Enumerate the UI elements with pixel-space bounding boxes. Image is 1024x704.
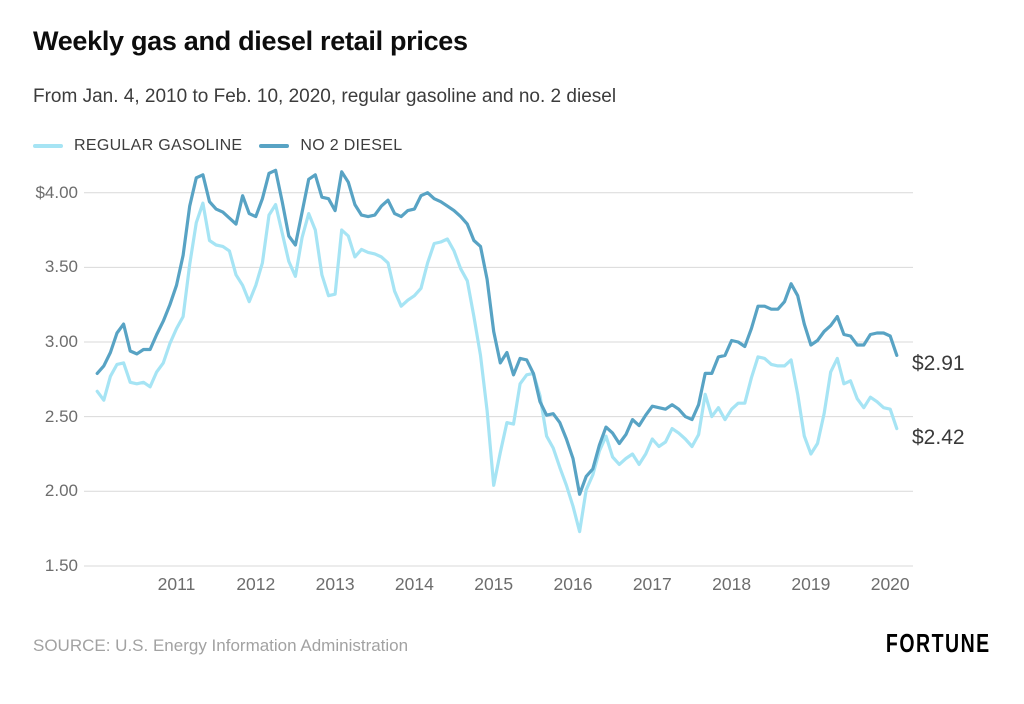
y-tick-label: 2.50 — [44, 406, 78, 426]
chart-legend: REGULAR GASOLINE NO 2 DIESEL — [33, 134, 402, 158]
x-tick-label: 2011 — [157, 574, 196, 594]
x-tick-label: 2017 — [632, 574, 672, 594]
y-tick-label: $4.00 — [35, 182, 78, 202]
legend-label: NO 2 DIESEL — [300, 137, 403, 154]
fortune-logo: FORTUNE — [886, 628, 991, 658]
legend-swatch-icon — [33, 144, 63, 148]
y-tick-label: 3.50 — [44, 257, 78, 277]
x-tick-label: 2019 — [791, 574, 831, 594]
x-tick-label: 2012 — [236, 574, 276, 594]
x-tick-label: 2020 — [870, 574, 910, 594]
legend-label: REGULAR GASOLINE — [74, 137, 243, 154]
series-line-regular-gasoline — [95, 201, 899, 534]
y-tick-label: 1.50 — [44, 555, 78, 575]
legend-item: NO 2 DIESEL — [259, 137, 402, 155]
x-tick-label: 2015 — [474, 574, 514, 594]
chart-subtitle: From Jan. 4, 2010 to Feb. 10, 2020, regu… — [33, 86, 617, 107]
end-label-no-2-diesel: $2.91 — [912, 352, 965, 376]
end-label-regular-gasoline: $2.42 — [912, 425, 965, 449]
series-line-no-2-diesel — [95, 168, 899, 496]
x-tick-label: 2014 — [394, 574, 434, 594]
source-credit: SOURCE: U.S. Energy Information Administ… — [33, 636, 409, 655]
legend-swatch-icon — [259, 144, 290, 148]
legend-item: REGULAR GASOLINE — [33, 137, 242, 155]
x-tick-label: 2016 — [553, 574, 593, 594]
chart-title: Weekly gas and diesel retail prices — [33, 26, 468, 56]
y-tick-label: 2.00 — [44, 481, 78, 501]
x-tick-label: 2013 — [315, 574, 355, 594]
y-tick-label: 3.00 — [44, 332, 78, 351]
x-tick-label: 2018 — [712, 574, 752, 594]
